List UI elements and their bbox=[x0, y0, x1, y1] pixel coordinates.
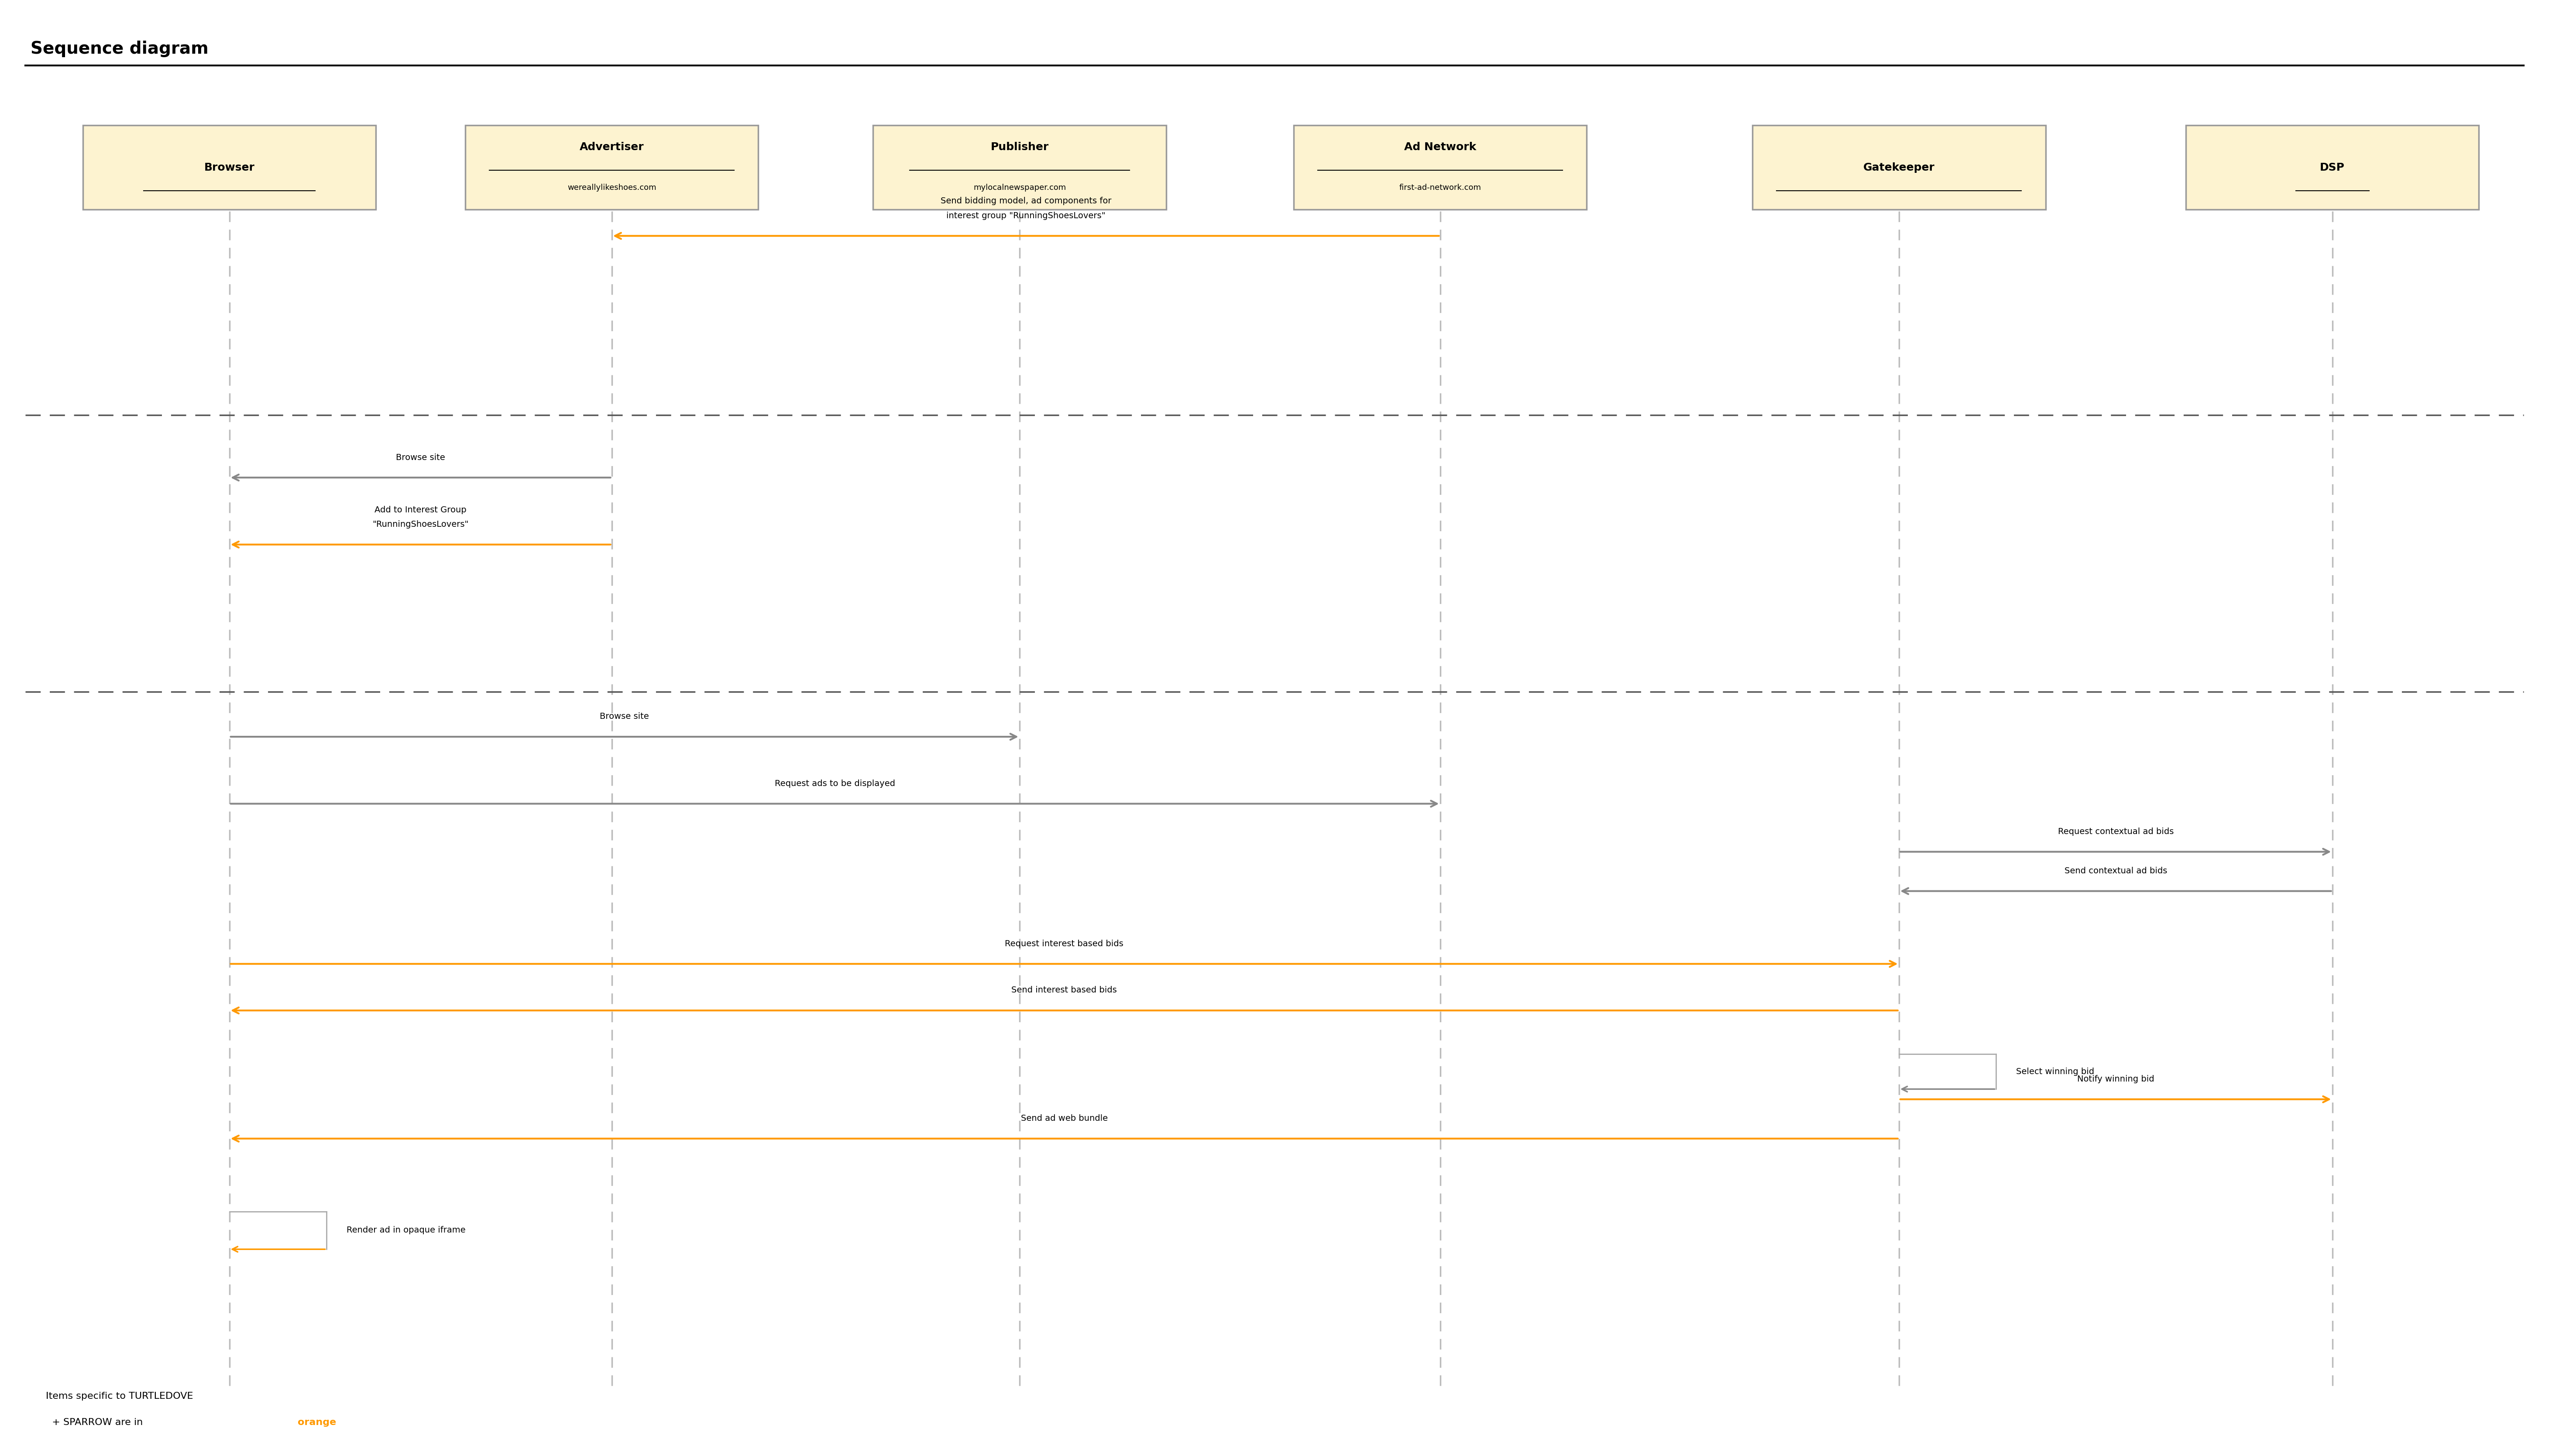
Text: "RunningShoesLovers": "RunningShoesLovers" bbox=[372, 520, 469, 529]
Text: Publisher: Publisher bbox=[992, 141, 1048, 153]
FancyBboxPatch shape bbox=[2187, 125, 2480, 210]
Text: interest group "RunningShoesLovers": interest group "RunningShoesLovers" bbox=[946, 211, 1106, 220]
Text: mylocalnewspaper.com: mylocalnewspaper.com bbox=[974, 183, 1065, 192]
FancyBboxPatch shape bbox=[872, 125, 1167, 210]
Text: Browse site: Browse site bbox=[599, 712, 650, 721]
Text: Send bidding model, ad components for: Send bidding model, ad components for bbox=[941, 197, 1111, 205]
Text: Request ads to be displayed: Request ads to be displayed bbox=[775, 779, 895, 788]
Text: Browser: Browser bbox=[204, 162, 255, 173]
Text: Add to Interest Group: Add to Interest Group bbox=[375, 505, 466, 514]
Text: orange: orange bbox=[298, 1418, 336, 1427]
FancyBboxPatch shape bbox=[1292, 125, 1585, 210]
Text: Sequence diagram: Sequence diagram bbox=[31, 41, 209, 57]
Text: Advertiser: Advertiser bbox=[579, 141, 645, 153]
Text: wereallylikeshoes.com: wereallylikeshoes.com bbox=[568, 183, 655, 192]
Text: Browse site: Browse site bbox=[395, 453, 446, 462]
Text: Gatekeeper: Gatekeeper bbox=[1863, 162, 1935, 173]
FancyBboxPatch shape bbox=[1754, 125, 2047, 210]
FancyBboxPatch shape bbox=[82, 125, 377, 210]
Text: Items specific to TURTLEDOVE: Items specific to TURTLEDOVE bbox=[46, 1392, 194, 1401]
Text: Render ad in opaque iframe: Render ad in opaque iframe bbox=[347, 1226, 466, 1235]
Text: first-ad-network.com: first-ad-network.com bbox=[1399, 183, 1481, 192]
Text: Send interest based bids: Send interest based bids bbox=[1012, 986, 1116, 994]
Text: Ad Network: Ad Network bbox=[1404, 141, 1476, 153]
Text: Request contextual ad bids: Request contextual ad bids bbox=[2057, 827, 2174, 836]
Text: Notify winning bid: Notify winning bid bbox=[2077, 1075, 2154, 1083]
FancyBboxPatch shape bbox=[464, 125, 760, 210]
Text: + SPARROW are in: + SPARROW are in bbox=[46, 1418, 145, 1427]
Text: Request interest based bids: Request interest based bids bbox=[1004, 939, 1124, 948]
Text: Select winning bid: Select winning bid bbox=[2016, 1067, 2095, 1076]
Text: Send contextual ad bids: Send contextual ad bids bbox=[2065, 866, 2167, 875]
Text: DSP: DSP bbox=[2320, 162, 2345, 173]
Text: Send ad web bundle: Send ad web bundle bbox=[1020, 1114, 1109, 1123]
